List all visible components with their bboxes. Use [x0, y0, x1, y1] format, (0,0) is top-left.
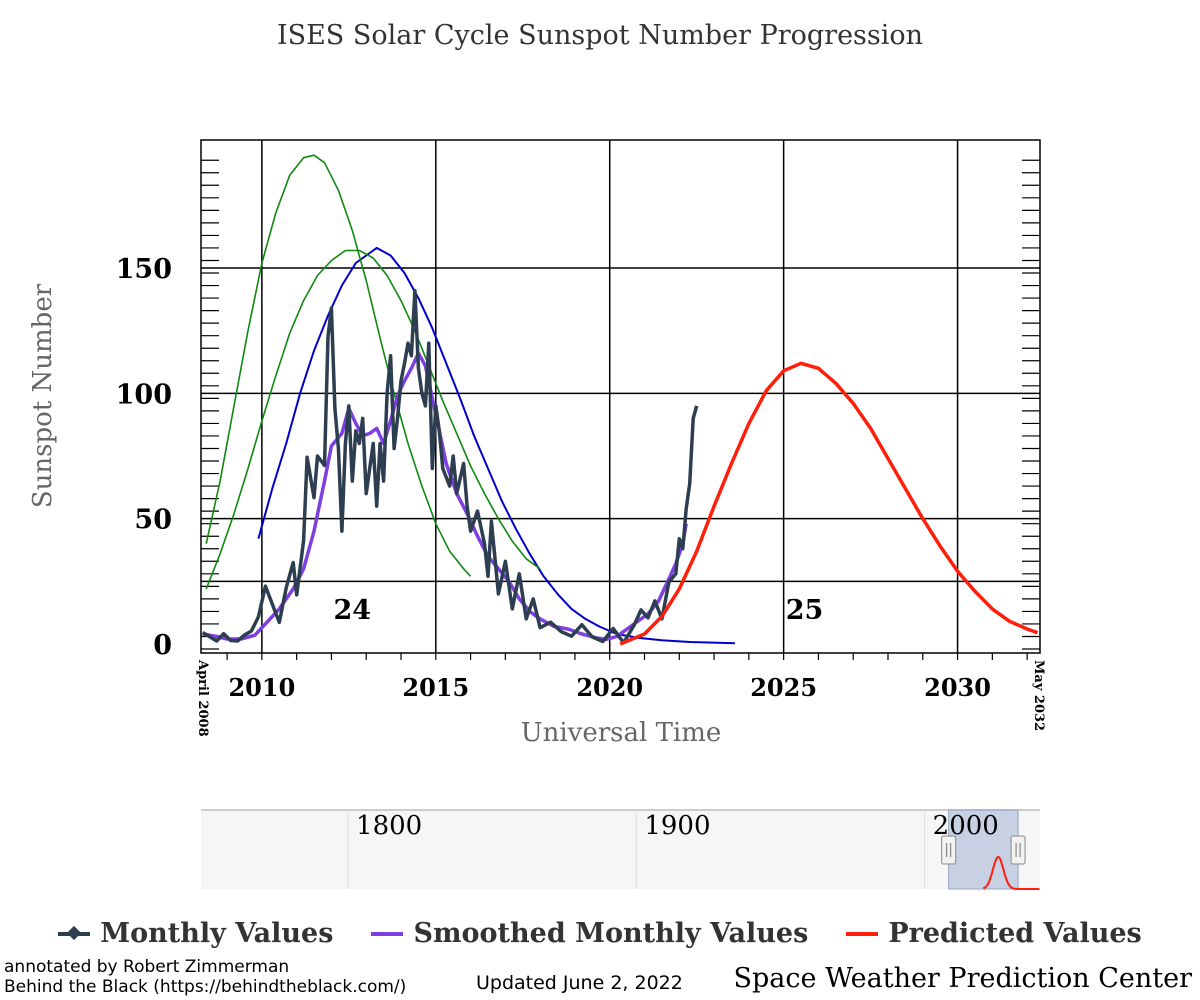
x-tick-label: 2015 [402, 673, 469, 702]
monthly-values-line [201, 288, 699, 645]
navigator-right-handle[interactable] [1010, 835, 1026, 865]
y-axis-title: Sunspot Number [28, 283, 58, 508]
smoothed-monthly-values-line [202, 351, 688, 642]
x-tick-labels: 2010 2015 2020 2025 2030 [228, 673, 990, 702]
navigator-year-label: 1900 [644, 811, 710, 841]
minor-ticks [201, 159, 1040, 660]
legend-item-monthly[interactable]: Monthly Values [58, 918, 333, 949]
navigator-left-handle[interactable] [941, 835, 957, 865]
legend: Monthly Values Smoothed Monthly Values P… [0, 918, 1200, 949]
x-tick-label: 2025 [750, 673, 817, 702]
y-tick-labels: 0 50 100 150 [116, 254, 172, 661]
grid-lines [201, 140, 1040, 653]
legend-label-smoothed: Smoothed Monthly Values [413, 918, 809, 949]
handle-grip-icon [1010, 835, 1026, 865]
legend-item-smoothed[interactable]: Smoothed Monthly Values [371, 918, 808, 949]
navigator-year-label: 1800 [356, 811, 422, 841]
chart-title: ISES Solar Cycle Sunspot Number Progress… [277, 20, 923, 51]
legend-item-predicted[interactable]: Predicted Values [846, 918, 1142, 949]
navigator[interactable]: 1800 1900 2000 [201, 809, 1040, 890]
source-credit: Space Weather Prediction Center [733, 963, 1192, 994]
monthly-marker-icon [58, 925, 91, 940]
updated-date: Updated June 2, 2022 [476, 972, 683, 994]
x-tick-label: 2010 [228, 673, 295, 702]
annotation-line-1: annotated by Robert Zimmerman [4, 957, 290, 977]
x-end-label: May 2032 [1031, 660, 1046, 731]
annotation-credit: annotated by Robert Zimmerman Behind the… [4, 957, 406, 997]
predicted-values-line [619, 361, 1039, 646]
x-start-label: April 2008 [195, 659, 210, 737]
navigator-selection[interactable] [948, 809, 1019, 890]
y-tick-label: 150 [116, 254, 172, 285]
navigator-predicted-series [982, 855, 1040, 890]
cycle-label: 24 [334, 595, 372, 626]
navigator-background [201, 810, 1040, 889]
reference-curve-5 [205, 249, 541, 590]
y-tick-label: 0 [153, 630, 172, 661]
navigator-grid [347, 810, 926, 889]
x-axis-title: Universal Time [521, 718, 722, 748]
handle-grip-icon [941, 835, 957, 865]
x-tick-label: 2030 [924, 673, 991, 702]
x-tick-label: 2020 [576, 673, 643, 702]
predicted-line-icon [846, 931, 879, 936]
series-layer [201, 154, 1039, 646]
navigator-year-labels: 1800 1900 2000 [356, 811, 999, 841]
cycle-label: 25 [786, 595, 824, 626]
y-tick-label: 100 [116, 379, 172, 410]
y-tick-label: 50 [134, 505, 172, 536]
plot-area [200, 139, 1041, 660]
plot-border [200, 139, 1041, 654]
reference-curve-4 [205, 154, 472, 577]
sunspot-chart: ISES Solar Cycle Sunspot Number Progress… [0, 0, 1046, 890]
annotation-line-2: Behind the Black (https://behindtheblack… [4, 977, 407, 997]
legend-label-predicted: Predicted Values [888, 918, 1142, 949]
plot-background [201, 140, 1040, 653]
legend-label-monthly: Monthly Values [100, 918, 334, 949]
smoothed-line-icon [371, 931, 404, 936]
cycle-labels: 24 25 [334, 595, 824, 626]
